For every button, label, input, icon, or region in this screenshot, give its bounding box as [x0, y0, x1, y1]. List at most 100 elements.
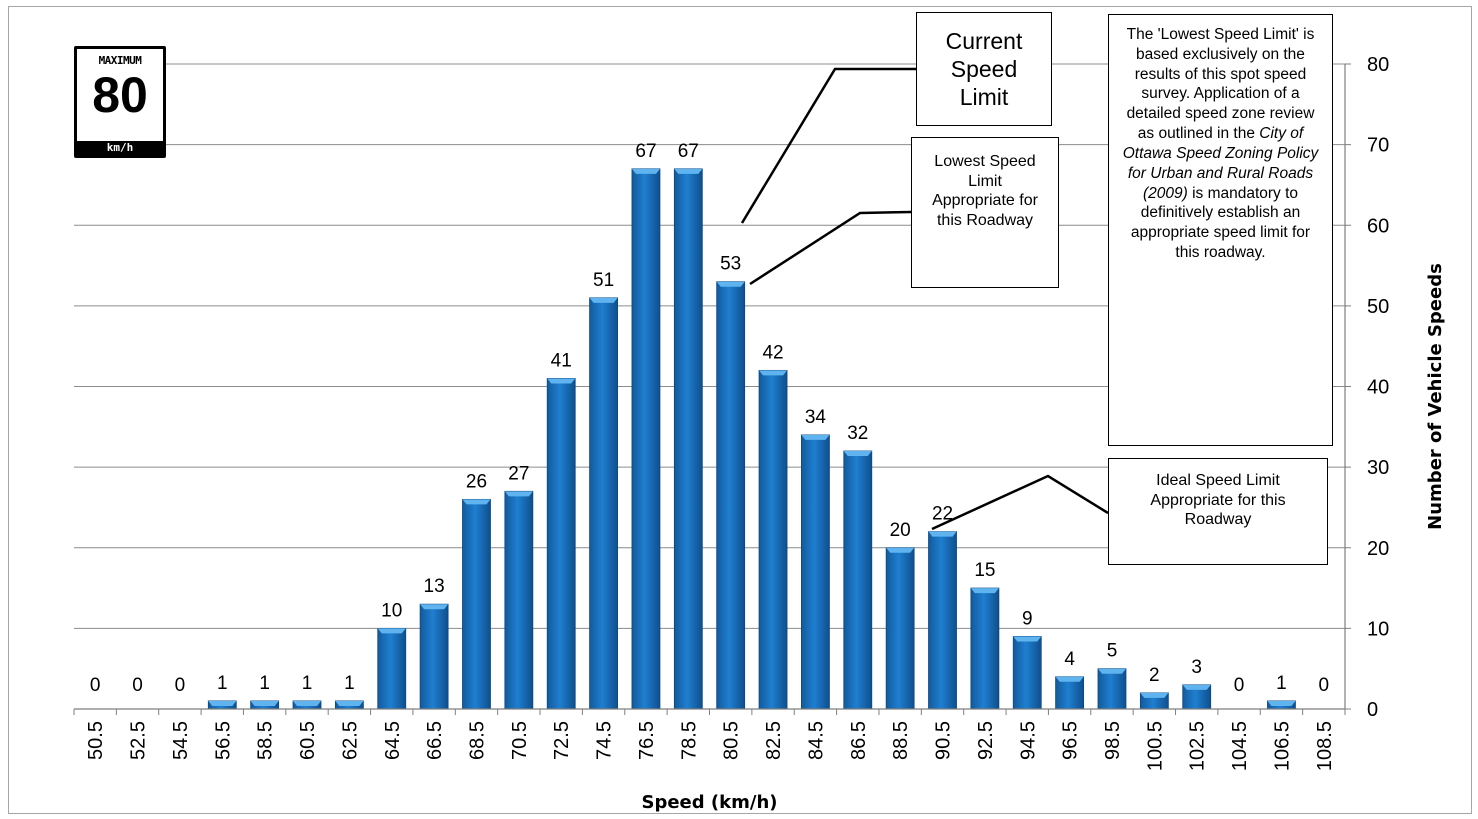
x-tick-58.5: 58.5	[255, 721, 277, 760]
bar-top-84.5	[801, 434, 830, 440]
x-tick-54.5: 54.5	[170, 721, 192, 760]
bar-top-102.5	[1182, 684, 1211, 690]
y-tick-30: 30	[1367, 457, 1389, 479]
bar-84.5	[801, 434, 830, 710]
data-label-54.5: 0	[175, 675, 186, 696]
bar-top-92.5	[970, 588, 999, 594]
bar-top-60.5	[293, 700, 322, 706]
x-tick-102.5: 102.5	[1187, 721, 1209, 771]
arrow-ideal	[931, 474, 1109, 531]
bar-top-74.5	[589, 297, 618, 303]
bar-top-70.5	[504, 491, 533, 497]
x-tick-94.5: 94.5	[1017, 721, 1039, 760]
data-label-94.5: 9	[1022, 608, 1033, 629]
x-tick-108.5: 108.5	[1314, 721, 1336, 771]
data-label-68.5: 26	[466, 471, 487, 492]
bar-top-58.5	[250, 700, 279, 706]
data-label-58.5: 1	[259, 673, 270, 694]
data-label-96.5: 4	[1064, 649, 1075, 670]
sign-number: 80	[92, 67, 148, 123]
x-tick-100.5: 100.5	[1144, 721, 1166, 771]
y-tick-80: 80	[1367, 54, 1389, 76]
data-label-52.5: 0	[132, 675, 143, 696]
x-tick-76.5: 76.5	[636, 721, 658, 760]
bar-82.5	[758, 369, 788, 710]
x-tick-62.5: 62.5	[339, 721, 361, 760]
x-tick-86.5: 86.5	[848, 721, 870, 760]
callout-arrows	[740, 67, 1109, 531]
x-tick-88.5: 88.5	[890, 721, 912, 760]
sign-unit: km/h	[77, 141, 163, 155]
data-label-82.5: 42	[762, 342, 783, 363]
data-label-72.5: 41	[551, 350, 572, 371]
y-axis-title: Number of Vehicle Speeds	[1425, 263, 1446, 530]
data-label-98.5: 5	[1107, 641, 1118, 662]
note-part-1: City of Ottawa Speed Zoning Policy for U…	[1122, 125, 1319, 202]
bar-68.5	[462, 498, 491, 710]
bar-70.5	[504, 490, 534, 710]
data-label-62.5: 1	[344, 673, 355, 694]
bar-top-96.5	[1055, 676, 1084, 682]
data-label-64.5: 10	[381, 600, 402, 621]
x-tick-106.5: 106.5	[1271, 721, 1293, 771]
y-tick-60: 60	[1367, 215, 1389, 237]
callout-note-text: The 'Lowest Speed Limit' is based exclus…	[1123, 26, 1319, 261]
x-tick-96.5: 96.5	[1060, 721, 1082, 760]
bars	[207, 168, 1296, 710]
x-tick-66.5: 66.5	[424, 721, 446, 760]
bar-top-64.5	[377, 628, 406, 634]
x-tick-90.5: 90.5	[933, 721, 955, 760]
bar-top-78.5	[674, 168, 703, 174]
bar-top-106.5	[1267, 700, 1296, 706]
x-tick-60.5: 60.5	[297, 721, 319, 760]
data-label-80.5: 53	[720, 254, 741, 275]
bar-top-68.5	[462, 499, 491, 505]
data-label-102.5: 3	[1191, 657, 1202, 678]
callout-lowest-speed-limit: Lowest Speed Limit Appropriate for this …	[911, 137, 1059, 288]
x-tick-labels: 50.5 52.5 54.5 56.5 58.5 60.5 62.5 64.5 66.5 68.5…	[85, 721, 1336, 771]
data-label-100.5: 2	[1149, 665, 1160, 686]
bar-top-90.5	[928, 531, 957, 537]
data-label-60.5: 1	[302, 673, 313, 694]
bar-top-76.5	[631, 168, 660, 174]
callout-ideal-speed-limit: Ideal Speed Limit Appropriate for this R…	[1108, 458, 1328, 565]
x-tick-104.5: 104.5	[1229, 721, 1251, 771]
y-tick-0: 0	[1367, 699, 1378, 721]
x-tick-50.5: 50.5	[85, 721, 107, 760]
note-part-0: The 'Lowest Speed Limit' is based exclus…	[1126, 26, 1315, 143]
bar-top-86.5	[843, 451, 872, 456]
bar-top-80.5	[716, 281, 745, 287]
bar-76.5	[631, 168, 661, 710]
x-tick-80.5: 80.5	[721, 721, 743, 760]
bar-94.5	[1012, 636, 1042, 710]
x-tick-78.5: 78.5	[678, 721, 700, 760]
x-axis-title: Speed (km/h)	[642, 792, 778, 813]
x-tick-92.5: 92.5	[975, 721, 997, 760]
y-tick-labels: 0 10 20 30 40 50 60 70 80	[1367, 54, 1389, 721]
data-label-108.5: 0	[1319, 675, 1330, 696]
note-part-2: is mandatory to definitively establish a…	[1130, 184, 1311, 262]
bar-top-98.5	[1097, 668, 1126, 674]
speed-limit-sign: MAXIMUM 80 km/h	[74, 46, 166, 158]
bar-top-94.5	[1013, 636, 1042, 642]
axes	[73, 63, 1351, 715]
bar-74.5	[589, 297, 618, 710]
bar-top-62.5	[335, 700, 364, 706]
data-label-70.5: 27	[508, 463, 529, 484]
data-label-56.5: 1	[217, 673, 228, 694]
arrow-current	[740, 67, 916, 224]
x-tick-84.5: 84.5	[805, 721, 827, 760]
x-tick-98.5: 98.5	[1102, 721, 1124, 760]
bar-80.5	[716, 281, 746, 710]
x-tick-52.5: 52.5	[128, 721, 150, 760]
x-tick-82.5: 82.5	[763, 721, 785, 760]
data-label-50.5: 0	[90, 675, 101, 696]
callout-current-speed-limit: Current Speed Limit	[916, 12, 1052, 126]
data-label-106.5: 1	[1276, 673, 1287, 694]
data-label-86.5: 32	[847, 423, 868, 444]
y-tick-10: 10	[1367, 618, 1389, 640]
callout-lowest-text: Lowest Speed Limit Appropriate for this …	[932, 153, 1038, 229]
callout-current-text: Current Speed Limit	[945, 28, 1023, 111]
bar-66.5	[419, 603, 449, 710]
bar-98.5	[1097, 668, 1127, 710]
